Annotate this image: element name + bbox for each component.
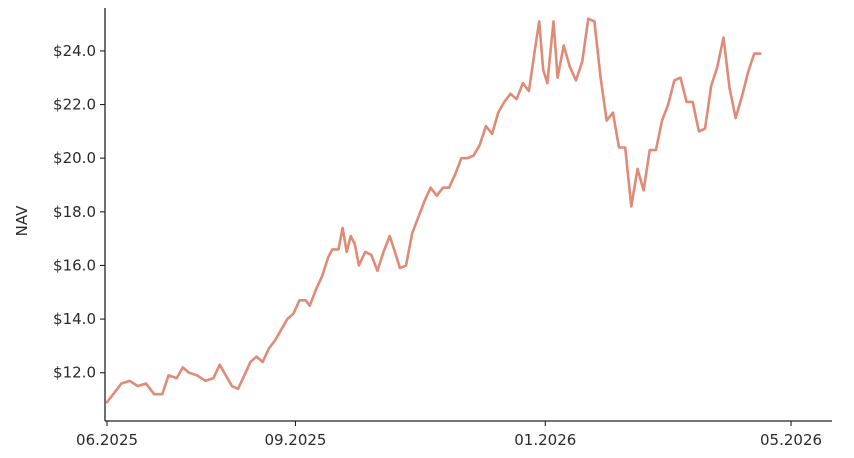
y-tick-label: $24.0 <box>53 42 96 60</box>
y-axis-title: NAV <box>13 205 31 237</box>
x-tick-label: 06.2025 <box>76 431 138 449</box>
y-tick-label: $18.0 <box>53 203 96 221</box>
x-tick-label: 05.2026 <box>760 431 822 449</box>
y-tick-label: $16.0 <box>53 256 96 274</box>
nav-series-line <box>105 17 762 404</box>
y-tick-label: $20.0 <box>53 149 96 167</box>
y-tick-label: $12.0 <box>53 364 96 382</box>
x-ticks: 06.2025 09.2025 01.2026 05.2026 <box>76 421 822 449</box>
x-tick-label: 09.2025 <box>264 431 326 449</box>
y-ticks: $12.0 $14.0 $16.0 $18.0 $20.0 $22.0 $24.0 <box>53 42 105 382</box>
x-tick-label: 01.2026 <box>514 431 576 449</box>
y-tick-label: $22.0 <box>53 96 96 114</box>
y-tick-label: $14.0 <box>53 310 96 328</box>
